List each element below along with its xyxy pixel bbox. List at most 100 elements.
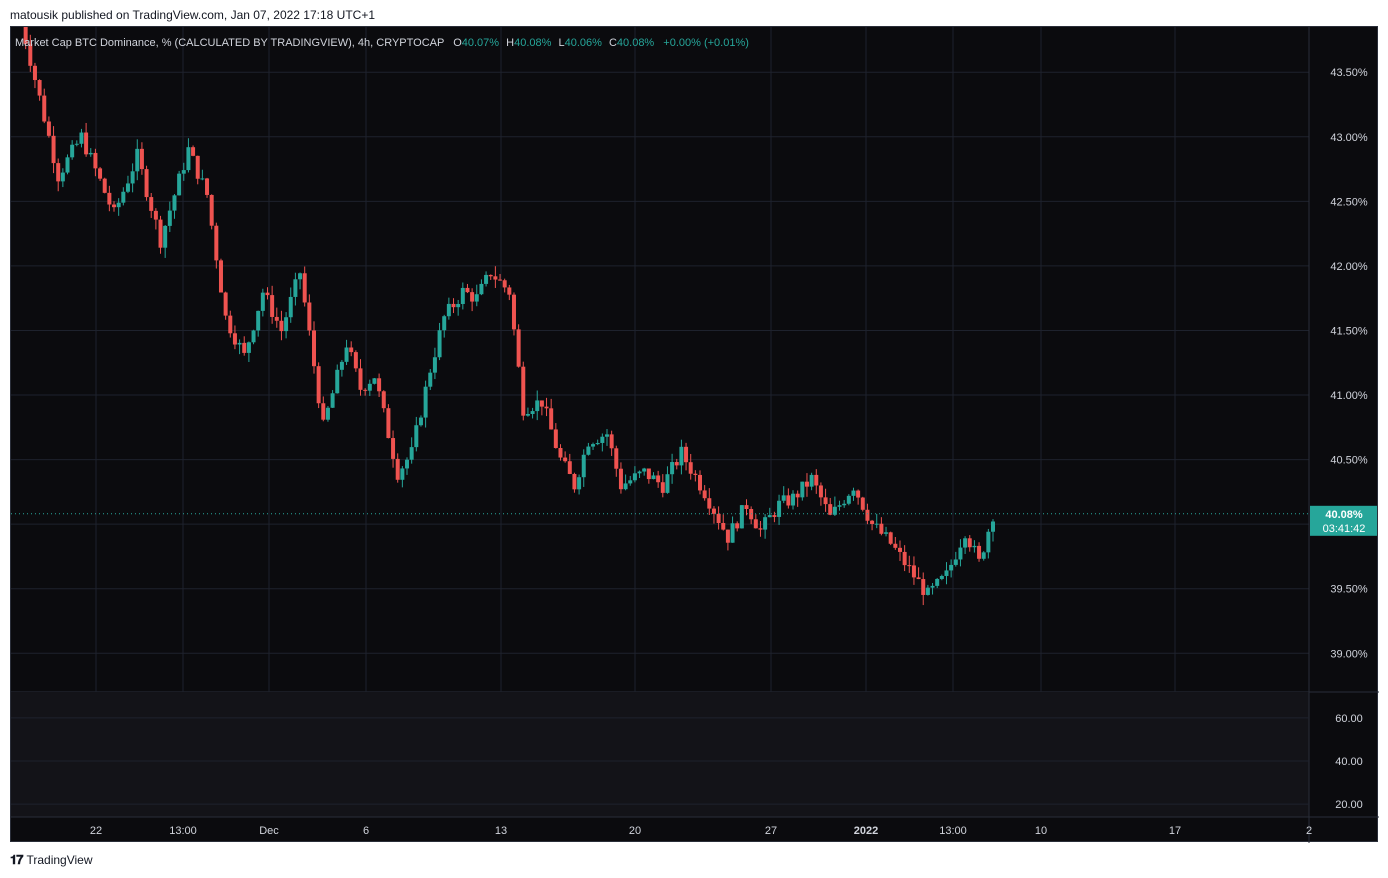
candle (107, 185, 112, 212)
candle (135, 139, 140, 181)
candle-body (563, 457, 568, 462)
candle (223, 291, 228, 320)
chart-frame[interactable]: 43.50% 43.00% 42.50% 42.00% 41.50% 41.00% 40.5… (10, 26, 1379, 843)
candle-body (209, 194, 214, 226)
candle (767, 507, 772, 518)
candle-body (479, 283, 484, 295)
candle-body (818, 485, 823, 498)
candle (423, 380, 428, 428)
candle-body (525, 413, 530, 416)
bar-countdown: 03:41:42 (1323, 523, 1366, 535)
chart-svg[interactable]: 43.50% 43.00% 42.50% 42.00% 41.50% 41.00% 40.5… (11, 27, 1379, 843)
lower-tick-label: 40.00 (1335, 756, 1363, 768)
candle-body (363, 389, 368, 391)
candle (28, 34, 33, 72)
candle (251, 329, 256, 345)
candle (763, 514, 768, 539)
candle-body (604, 434, 609, 437)
lower-pane-bg (11, 692, 1309, 817)
candle (139, 142, 144, 175)
candle (209, 194, 214, 230)
candle (907, 555, 912, 573)
candle (949, 559, 954, 578)
candle (535, 390, 540, 421)
candle-body (539, 400, 544, 407)
footer-brand[interactable]: 𝟏𝟕 TradingView (10, 852, 93, 868)
candle (818, 482, 823, 506)
candle-body (716, 513, 721, 523)
candle-series[interactable] (19, 27, 995, 606)
price-tick-label: 39.00% (1330, 648, 1368, 660)
candle (228, 310, 233, 338)
candle-body (349, 347, 354, 353)
candle (618, 462, 623, 494)
candle-body (949, 564, 954, 571)
candle-body (795, 493, 800, 498)
candle (358, 359, 363, 396)
candle-body (84, 132, 89, 155)
candle (725, 529, 730, 551)
candle (284, 312, 289, 339)
lower-pane-axis: 60.00 40.00 20.00 (11, 713, 1363, 811)
candle-body (153, 210, 158, 220)
candle-body (51, 135, 56, 164)
candle (823, 488, 828, 512)
candle (246, 341, 251, 363)
chart-legend[interactable]: Market Cap BTC Dominance, % (CALCULATED … (15, 37, 749, 49)
time-axis[interactable]: 22 13:00 Dec 6 13 20 27 2022 13:00 10 17 2 (11, 816, 1379, 837)
candle-body (381, 391, 386, 409)
publisher-line: matousik published on TradingView.com, J… (10, 8, 376, 22)
candle (279, 310, 284, 341)
candle-body (930, 585, 935, 588)
candle-body (953, 559, 958, 565)
candle (181, 162, 186, 181)
candle-body (163, 225, 168, 248)
candle-body (767, 515, 772, 518)
legend-close-value: 40.08% (617, 37, 655, 49)
candle-body (977, 545, 982, 559)
legend-open-value: 40.07% (462, 37, 500, 49)
candle (274, 307, 279, 328)
candle (377, 373, 382, 397)
candle-body (660, 482, 665, 493)
candle (400, 466, 405, 488)
candle (298, 272, 303, 290)
candle-body (549, 408, 554, 430)
candle (846, 494, 851, 506)
candle-body (842, 503, 847, 506)
candle (777, 494, 782, 525)
candle (456, 299, 461, 316)
candle-body (372, 378, 377, 384)
candle-body (907, 565, 912, 567)
candle (753, 514, 758, 529)
legend-symbol: Market Cap BTC Dominance, % (CALCULATED … (15, 37, 444, 49)
candle-body (665, 474, 670, 493)
candle-body (400, 468, 405, 480)
lower-tick-label: 20.00 (1335, 799, 1363, 811)
candle-body (753, 519, 758, 529)
candle-body (335, 369, 340, 394)
candle (986, 528, 991, 559)
candle-body (116, 202, 121, 208)
candle (307, 294, 312, 336)
candle (339, 359, 344, 377)
candle (446, 297, 451, 320)
candle-body (944, 570, 949, 576)
candle-body (897, 547, 902, 552)
price-tick-label: 41.00% (1330, 390, 1368, 402)
candle (772, 511, 777, 523)
candle (879, 517, 884, 536)
candle (195, 155, 200, 185)
footer-brand-label: TradingView (26, 853, 93, 867)
candle (488, 274, 493, 280)
candle (484, 271, 489, 287)
time-tick-label: 2022 (854, 825, 878, 837)
candle (711, 506, 716, 524)
candle (591, 442, 596, 450)
candle-body (939, 575, 944, 579)
candle-body (130, 171, 135, 184)
candle-body (214, 225, 219, 261)
candle-body (991, 521, 995, 532)
candle (804, 473, 809, 497)
candle-body (32, 65, 37, 81)
